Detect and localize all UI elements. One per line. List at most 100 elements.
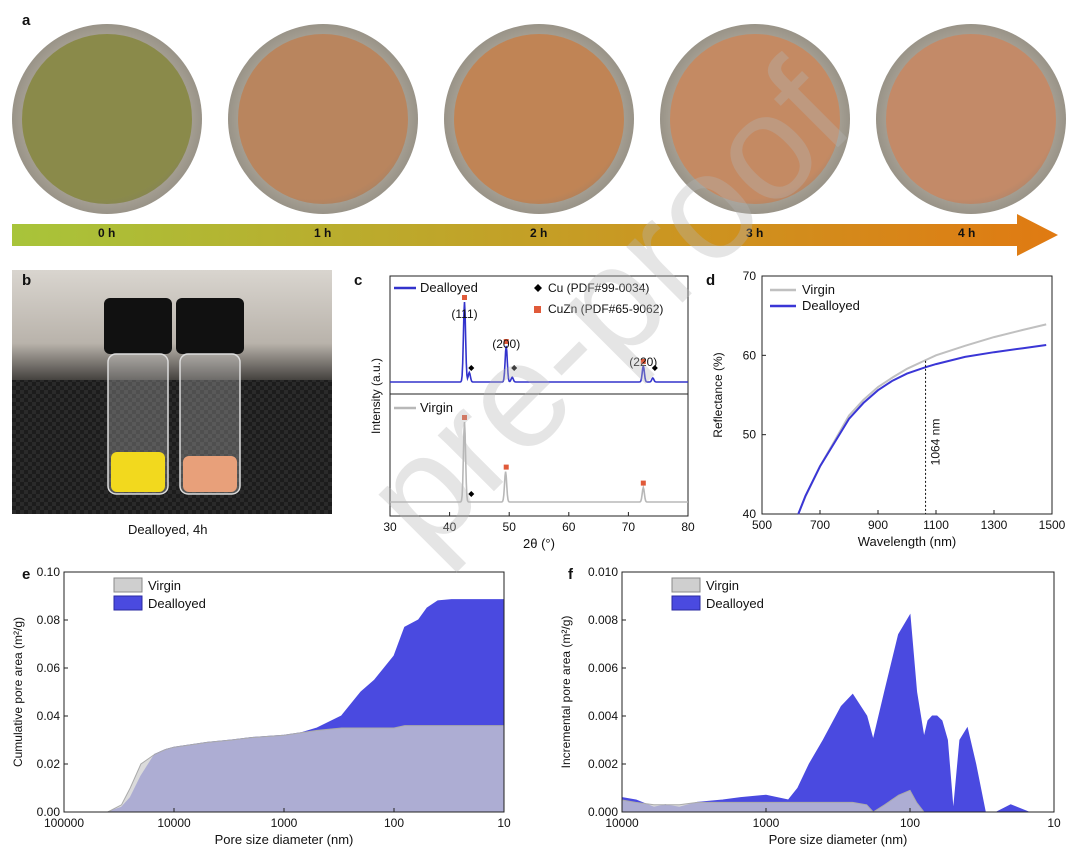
- cuzn-marker: [640, 359, 646, 364]
- time-label: 3 h: [746, 226, 764, 240]
- legend-swatch-virgin: [113, 577, 143, 593]
- panel-label-a: a: [22, 12, 31, 29]
- cumulative-pore-chart: 100000 10000 1000 100 10 0.00 0.02 0.04 0.06 0.08…: [11, 565, 511, 847]
- incremental-pore-chart: 10000 1000 100 10 0.000 0.002 0.004 0.006 0.008 0…: [559, 565, 1061, 847]
- x-tick-label: 1000: [753, 816, 780, 830]
- legend-swatch-cu: [534, 284, 542, 292]
- y-tick-label: 0.008: [588, 613, 618, 627]
- x-tick-label: 500: [752, 518, 772, 532]
- legend-swatch-dealloyed: [671, 595, 701, 611]
- legend-label-dealloyed: Dealloyed: [148, 596, 206, 611]
- x-tick-label: 10000: [157, 816, 191, 830]
- cu-marker: [468, 491, 475, 497]
- y-tick-label: 0.10: [37, 565, 61, 579]
- x-axis-label: 2θ (°): [523, 536, 555, 551]
- x-tick-label: 1500: [1039, 518, 1066, 532]
- cu-marker: [468, 365, 475, 371]
- y-tick-label: 0.06: [37, 661, 61, 675]
- y-tick-label: 40: [743, 507, 757, 521]
- x-tick-label: 700: [810, 518, 830, 532]
- y-tick-label: 0.04: [37, 709, 61, 723]
- x-tick-label: 1300: [981, 518, 1008, 532]
- legend-label-dealloyed: Dealloyed: [802, 298, 860, 313]
- legend-label-cuzn: CuZn (PDF#65-9062): [548, 302, 663, 316]
- y-axis-label: Cumulative pore area (m²/g): [11, 617, 25, 767]
- x-tick-label: 1000: [271, 816, 298, 830]
- panel-label-e: e: [22, 566, 31, 583]
- time-label: 2 h: [530, 226, 548, 240]
- x-tick-label: 30: [383, 520, 397, 534]
- series-line-dealloyed: [797, 344, 1047, 515]
- panel-label-d: d: [706, 272, 716, 289]
- legend-label-virgin: Virgin: [802, 282, 835, 297]
- legend-swatch-dealloyed: [113, 595, 143, 611]
- y-tick-label: 50: [743, 428, 757, 442]
- y-tick-label: 0.000: [588, 805, 618, 819]
- peak-annotation: (220): [629, 355, 657, 369]
- cu-marker: [651, 365, 658, 371]
- arrow-shape: [12, 214, 1058, 256]
- legend-label-cu: Cu (PDF#99-0034): [548, 281, 649, 295]
- cuzn-marker: [462, 295, 467, 300]
- petri-dish-4: [876, 24, 1066, 214]
- y-tick-label: 0.004: [588, 709, 618, 723]
- x-tick-label: 70: [622, 520, 636, 534]
- time-label: 1 h: [314, 226, 332, 240]
- time-arrow-svg: [12, 214, 1058, 256]
- panel-label-f: f: [568, 566, 573, 583]
- legend-swatch-cuzn: [534, 306, 541, 313]
- y-axis-label: Incremental pore area (m²/g): [559, 616, 573, 769]
- area-dealloyed: [621, 613, 1029, 813]
- cuzn-marker: [640, 480, 646, 486]
- cu-marker: [511, 365, 518, 371]
- y-axis-label: Intensity (a.u.): [369, 358, 383, 434]
- petri-dish-0: [12, 24, 202, 214]
- petri-dish-2: [444, 24, 634, 214]
- x-tick-label: 10000: [605, 816, 639, 830]
- legend-label-dealloyed: Dealloyed: [706, 596, 764, 611]
- x-tick-label: 100: [900, 816, 920, 830]
- x-tick-label: 1100: [923, 518, 949, 532]
- y-tick-label: 60: [743, 348, 757, 362]
- vials-illustration: [12, 298, 332, 514]
- series-line-virgin: [797, 323, 1047, 515]
- x-tick-label: 100000: [44, 816, 84, 830]
- petri-dish-1: [228, 24, 418, 214]
- x-tick-label: 50: [503, 520, 517, 534]
- y-tick-label: 0.08: [37, 613, 61, 627]
- panel-label-c: c: [354, 272, 363, 289]
- cuzn-marker: [503, 464, 509, 470]
- x-axis-label: Pore size diameter (nm): [769, 832, 908, 847]
- legend-label-dealloyed: Dealloyed: [420, 280, 478, 295]
- legend-label-virgin: Virgin: [420, 400, 453, 415]
- reflectance-chart: 500 700 900 1100 1300 1500 40 50 60 70 Wavelength …: [711, 269, 1066, 549]
- y-tick-label: 0.02: [37, 757, 61, 771]
- time-label: 4 h: [958, 226, 976, 240]
- x-tick-label: 80: [681, 520, 695, 534]
- plot-frame: [389, 275, 689, 517]
- time-label: 0 h: [98, 226, 116, 240]
- x-tick-label: 900: [868, 518, 888, 532]
- x-tick-label: 10: [1047, 816, 1061, 830]
- y-tick-label: 0.002: [588, 757, 618, 771]
- time-arrow: 0 h 1 h 2 h 3 h 4 h: [12, 214, 1060, 256]
- peak-annotation: (111): [451, 307, 477, 321]
- annotation-label: 1064 nm: [929, 419, 943, 466]
- y-tick-label: 0.00: [37, 805, 61, 819]
- legend-swatch-virgin: [671, 577, 701, 593]
- legend-label-virgin: Virgin: [706, 578, 739, 593]
- cuzn-marker: [462, 415, 467, 420]
- area-virgin: [107, 725, 505, 813]
- x-tick-label: 100: [384, 816, 404, 830]
- petri-dish-3: [660, 24, 850, 214]
- x-tick-label: 10: [497, 816, 511, 830]
- plot-frame: [761, 275, 1053, 515]
- legend-label-virgin: Virgin: [148, 578, 181, 593]
- peak-annotation: (200): [492, 337, 520, 351]
- panel-label-b: b: [22, 272, 32, 289]
- series-line-virgin: [390, 421, 688, 503]
- y-tick-label: 0.010: [588, 565, 618, 579]
- series-line-dealloyed: [390, 301, 688, 383]
- x-tick-label: 60: [562, 520, 576, 534]
- panel-b-caption: Dealloyed, 4h: [128, 522, 208, 537]
